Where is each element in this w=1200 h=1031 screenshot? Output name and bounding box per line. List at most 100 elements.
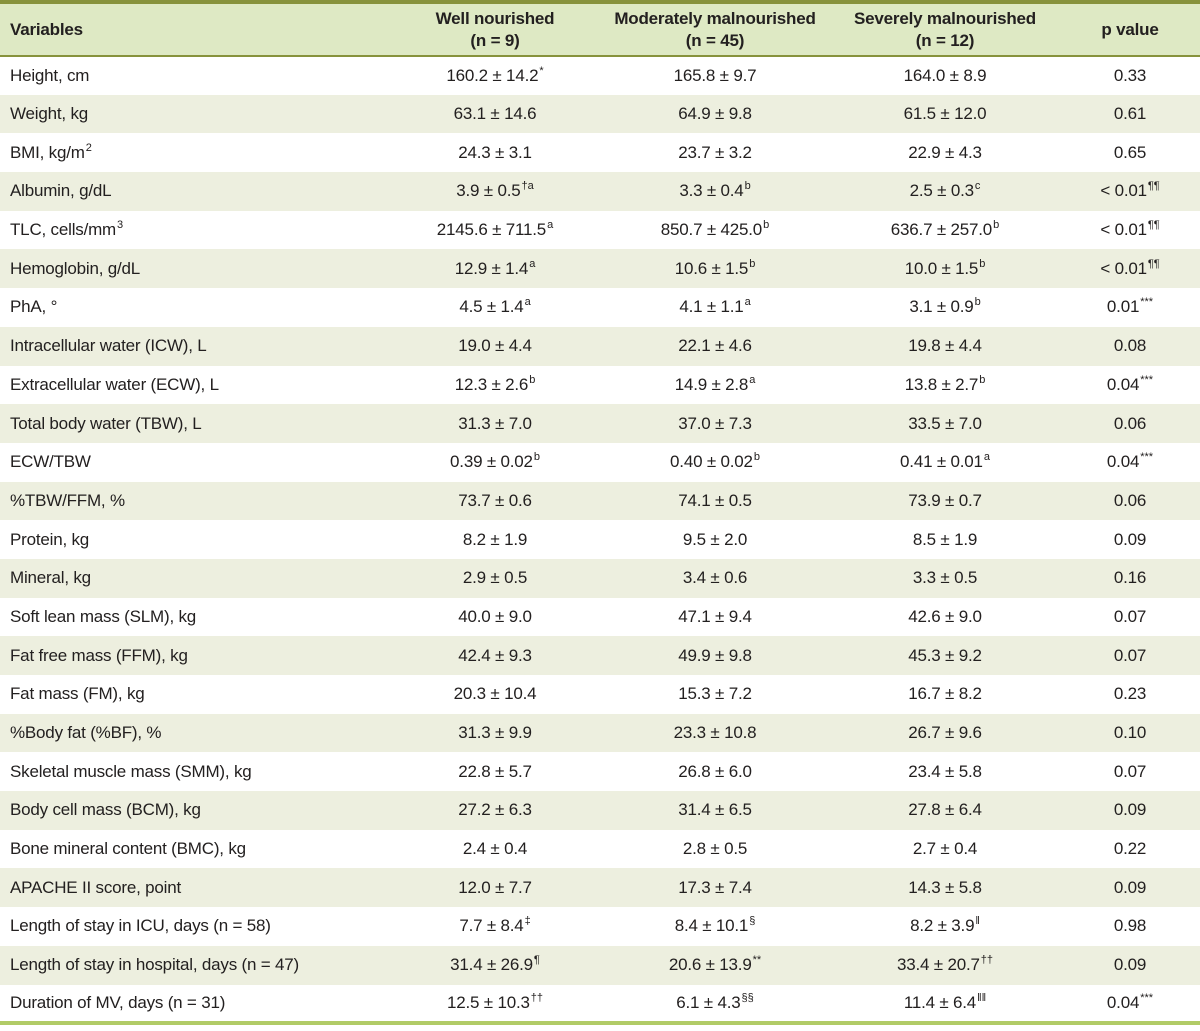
cell-moderately-malnourished: 3.3 ± 0.4b <box>600 172 830 211</box>
col-header-moderately-malnourished: Moderately malnourished (n = 45) <box>600 2 830 57</box>
cell-value: 61.5 ± 12.0 <box>903 104 987 124</box>
row-label-text: %TBW/FFM, % <box>10 490 125 510</box>
row-label: Duration of MV, days (n = 31) <box>0 985 390 1024</box>
cell-value: 45.3 ± 9.2 <box>908 645 982 665</box>
row-label-text: TLC, cells/mm <box>10 220 117 240</box>
cell-value: < 0.01 <box>1100 220 1147 240</box>
cell-value: 0.65 <box>1113 142 1147 162</box>
cell-value: 636.7 ± 257.0 <box>890 220 993 240</box>
cell-p-value: 0.04*** <box>1060 985 1200 1024</box>
cell-value: 9.5 ± 2.0 <box>682 529 748 549</box>
cell-p-value: 0.07 <box>1060 752 1200 791</box>
cell-p-value: 0.09 <box>1060 791 1200 830</box>
cell-p-value: 0.06 <box>1060 482 1200 521</box>
cell-severely-malnourished: 2.7 ± 0.4 <box>830 830 1060 869</box>
cell-well-nourished: 2.9 ± 0.5 <box>390 559 600 598</box>
cell-value: 164.0 ± 8.9 <box>903 65 987 85</box>
cell-moderately-malnourished: 47.1 ± 9.4 <box>600 598 830 637</box>
cell-well-nourished: 12.3 ± 2.6b <box>390 366 600 405</box>
col-header-line1: Variables <box>10 19 83 39</box>
col-header-line2: (n = 45) <box>685 30 745 50</box>
cell-superscript: a <box>529 257 536 270</box>
cell-value: 31.3 ± 9.9 <box>458 723 532 743</box>
cell-value: 0.16 <box>1113 568 1147 588</box>
table-row: APACHE II score, point 12.0 ± 7.7 17.3 ± 7… <box>0 868 1200 908</box>
cell-value: 12.9 ± 1.4 <box>454 258 529 278</box>
col-header-variables: Variables <box>0 2 390 57</box>
row-label: Fat free mass (FFM), kg <box>0 636 390 675</box>
cell-value: 0.61 <box>1113 104 1147 124</box>
cell-severely-malnourished: 19.8 ± 4.4 <box>830 327 1060 366</box>
cell-value: 26.8 ± 6.0 <box>678 761 752 781</box>
cell-value: 19.0 ± 4.4 <box>458 336 532 356</box>
cell-moderately-malnourished: 10.6 ± 1.5b <box>600 249 830 288</box>
cell-superscript: b <box>533 451 540 464</box>
col-header-line2: (n = 12) <box>915 30 975 50</box>
table-row: %Body fat (%BF), % 31.3 ± 9.9 23.3 ± 10.8 2… <box>0 713 1200 753</box>
cell-superscript: b <box>753 451 760 464</box>
table-row: Length of stay in ICU, days (n = 58) 7.7 … <box>0 907 1200 946</box>
cell-value: 12.3 ± 2.6 <box>454 374 529 394</box>
row-label: Mineral, kg <box>0 559 390 598</box>
cell-value: 160.2 ± 14.2 <box>446 65 539 85</box>
cell-moderately-malnourished: 9.5 ± 2.0 <box>600 520 830 559</box>
cell-superscript: * <box>539 64 544 77</box>
cell-p-value: 0.22 <box>1060 830 1200 869</box>
cell-p-value: 0.98 <box>1060 907 1200 946</box>
cell-well-nourished: 63.1 ± 14.6 <box>390 95 600 134</box>
cell-moderately-malnourished: 64.9 ± 9.8 <box>600 95 830 134</box>
cell-superscript: b <box>993 219 1000 232</box>
table-row: PhA, ° 4.5 ± 1.4a 4.1 ± 1.1a 3.1 ± 0.9b 0.01… <box>0 288 1200 327</box>
cell-value: 20.3 ± 10.4 <box>453 684 537 704</box>
table-row: Skeletal muscle mass (SMM), kg 22.8 ± 5.7… <box>0 752 1200 792</box>
cell-well-nourished: 27.2 ± 6.3 <box>390 791 600 830</box>
cell-superscript: ¶ <box>533 954 540 967</box>
table-row: Intracellular water (ICW), L 19.0 ± 4.4 22… <box>0 326 1200 366</box>
cell-value: 3.4 ± 0.6 <box>682 568 748 588</box>
cell-value: < 0.01 <box>1100 181 1147 201</box>
cell-superscript: †a <box>521 180 534 193</box>
cell-superscript: b <box>529 373 536 386</box>
cell-moderately-malnourished: 6.1 ± 4.3§§ <box>600 985 830 1024</box>
cell-p-value: 0.09 <box>1060 520 1200 559</box>
table-row: TLC, cells/mm3 2145.6 ± 711.5a 850.7 ± 425… <box>0 210 1200 250</box>
cell-superscript: *** <box>1140 451 1154 464</box>
cell-value: 16.7 ± 8.2 <box>908 684 982 704</box>
cell-p-value: 0.10 <box>1060 714 1200 753</box>
col-header-line1: Well nourished <box>435 9 555 29</box>
table-row: Duration of MV, days (n = 31) 12.5 ± 10.3… <box>0 984 1200 1024</box>
col-header-line2: (n = 9) <box>470 30 520 50</box>
cell-value: 0.09 <box>1113 529 1147 549</box>
cell-well-nourished: 0.39 ± 0.02b <box>390 443 600 482</box>
row-label: Skeletal muscle mass (SMM), kg <box>0 752 390 791</box>
cell-superscript: a <box>547 219 554 232</box>
cell-value: 0.04 <box>1106 992 1140 1012</box>
cell-superscript: ** <box>752 954 762 967</box>
cell-value: 0.04 <box>1106 452 1140 472</box>
cell-superscript: b <box>979 257 986 270</box>
col-header-line1: Moderately malnourished <box>614 9 816 29</box>
cell-superscript: *** <box>1140 373 1154 386</box>
cell-value: 27.8 ± 6.4 <box>908 800 982 820</box>
cell-well-nourished: 160.2 ± 14.2* <box>390 56 600 95</box>
table-row: Fat mass (FM), kg 20.3 ± 10.4 15.3 ± 7.2 16… <box>0 675 1200 714</box>
row-label: Hemoglobin, g/dL <box>0 249 390 288</box>
cell-superscript: ‖ <box>975 915 980 928</box>
cell-p-value: 0.61 <box>1060 95 1200 134</box>
cell-p-value: < 0.01¶¶ <box>1060 249 1200 288</box>
cell-value: 22.8 ± 5.7 <box>458 761 532 781</box>
cell-severely-malnourished: 3.1 ± 0.9b <box>830 288 1060 327</box>
cell-value: 31.4 ± 26.9 <box>450 955 533 975</box>
cell-superscript: a <box>983 451 990 464</box>
cell-value: < 0.01 <box>1100 258 1147 278</box>
cell-value: 0.07 <box>1113 645 1147 665</box>
table-row: Bone mineral content (BMC), kg 2.4 ± 0.4 2… <box>0 829 1200 869</box>
cell-value: 23.7 ± 3.2 <box>678 142 752 162</box>
cell-value: 3.3 ± 0.5 <box>912 568 978 588</box>
row-label: Extracellular water (ECW), L <box>0 366 390 405</box>
cell-superscript: †† <box>980 954 993 967</box>
row-label: %Body fat (%BF), % <box>0 714 390 753</box>
cell-superscript: b <box>763 219 770 232</box>
cell-p-value: 0.06 <box>1060 404 1200 443</box>
cell-severely-malnourished: 636.7 ± 257.0b <box>830 211 1060 250</box>
